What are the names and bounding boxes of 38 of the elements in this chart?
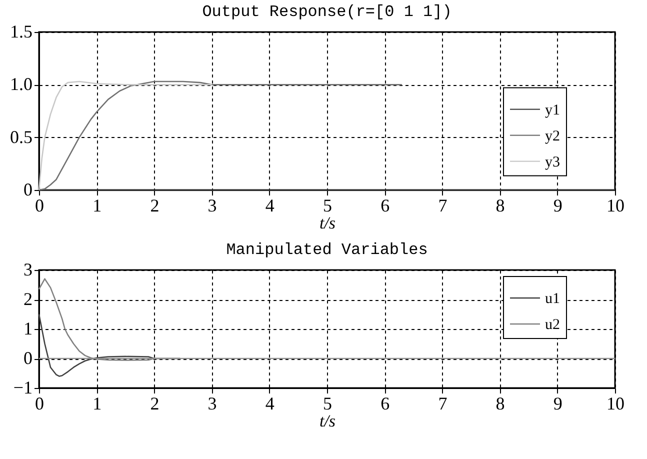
x-tick-label: 4 — [265, 394, 274, 414]
chart-title: Manipulated Variables — [226, 241, 428, 259]
x-tick-label: 2 — [150, 196, 160, 216]
legend-label: y1 — [545, 102, 560, 118]
x-tick-label: 1 — [92, 196, 102, 216]
x-tick-label: 4 — [265, 196, 274, 216]
legend-label: y2 — [545, 128, 560, 144]
x-tick-label: 3 — [208, 394, 217, 414]
y-tick-label: 0 — [24, 348, 32, 368]
x-tick-label: 10 — [606, 394, 624, 414]
x-tick-label: 8 — [496, 196, 505, 216]
x-tick-label: 7 — [438, 394, 448, 414]
x-tick-label: 7 — [438, 196, 448, 216]
y-tick-label: 3 — [24, 260, 32, 280]
x-tick-label: 5 — [323, 196, 332, 216]
legend-label: y3 — [545, 154, 560, 170]
chart-title: Output Response(r=[0 1 1]) — [202, 3, 452, 21]
y-tick-label: 0 — [24, 180, 32, 200]
y-tick-label: 1.0 — [10, 74, 32, 94]
x-tick-label: 9 — [553, 196, 562, 216]
x-axis-title: t/s — [319, 214, 336, 232]
x-tick-label: 6 — [380, 196, 390, 216]
x-axis-title: t/s — [319, 412, 336, 430]
y-tick-label: 1 — [24, 318, 32, 338]
x-tick-label: 1 — [92, 394, 102, 414]
x-tick-label: 5 — [323, 394, 332, 414]
x-tick-label: 6 — [380, 394, 390, 414]
y-tick-label: −1 — [13, 378, 32, 398]
y-tick-label: 0.5 — [10, 126, 32, 147]
y-tick-label: 1.5 — [10, 22, 32, 42]
x-tick-label: 8 — [496, 394, 505, 414]
x-tick-label: 10 — [606, 196, 624, 216]
x-tick-label: 2 — [150, 394, 160, 414]
x-tick-label: 3 — [208, 196, 217, 216]
x-tick-label: 9 — [553, 394, 562, 414]
legend-label: u1 — [545, 291, 560, 307]
y-tick-label: 2 — [24, 289, 32, 309]
legend-label: u2 — [545, 317, 560, 333]
